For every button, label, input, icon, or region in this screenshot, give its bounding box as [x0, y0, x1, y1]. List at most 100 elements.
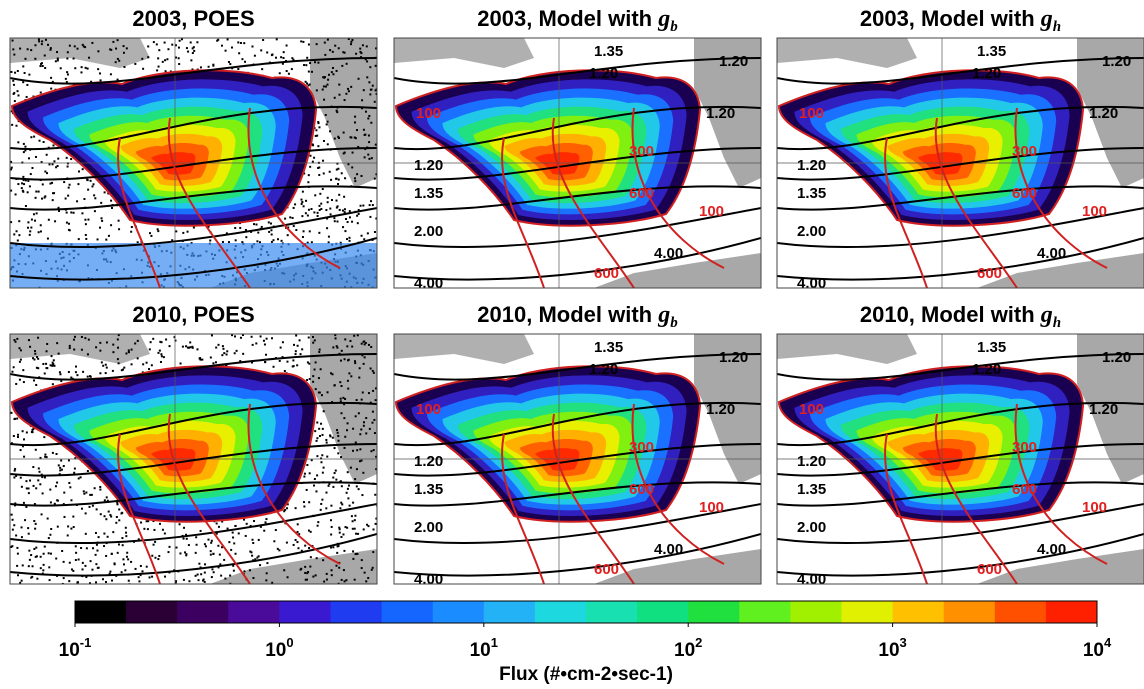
data-point	[28, 74, 30, 76]
data-point	[320, 368, 322, 370]
data-point	[366, 45, 368, 47]
data-point	[327, 39, 329, 41]
data-point	[305, 64, 307, 66]
data-point	[320, 503, 322, 505]
data-point	[243, 570, 245, 572]
data-point	[335, 565, 337, 567]
data-point	[370, 89, 372, 91]
data-point	[10, 412, 12, 414]
data-point	[236, 350, 238, 352]
data-point	[321, 454, 323, 456]
data-point	[151, 555, 153, 557]
data-point	[12, 529, 14, 531]
data-point	[123, 66, 125, 68]
data-point	[150, 341, 152, 343]
data-point	[23, 456, 25, 458]
contour-label: 100	[699, 499, 724, 516]
data-point	[292, 365, 294, 367]
data-point	[356, 449, 358, 451]
contour-label: 1.35	[797, 185, 826, 202]
data-point	[122, 369, 124, 371]
data-point	[146, 520, 148, 522]
data-point	[41, 43, 43, 45]
data-point	[348, 372, 350, 374]
data-point	[196, 41, 198, 43]
data-point	[344, 580, 346, 582]
data-point	[258, 555, 260, 557]
data-point	[164, 532, 166, 534]
data-point	[69, 562, 71, 564]
data-point	[126, 556, 128, 558]
data-point	[342, 397, 344, 399]
data-point	[279, 360, 281, 362]
data-point	[373, 372, 375, 374]
data-point	[321, 394, 323, 396]
data-point	[339, 532, 341, 534]
data-point	[30, 49, 32, 51]
data-point	[359, 433, 361, 435]
data-point	[107, 536, 109, 538]
data-point	[310, 531, 312, 533]
data-point	[355, 415, 357, 417]
data-point	[106, 341, 108, 343]
contour-label: 4.00	[1037, 541, 1066, 558]
data-point	[296, 364, 298, 366]
data-point	[354, 180, 356, 182]
data-point	[198, 579, 200, 581]
map-panel	[10, 334, 379, 586]
data-point	[360, 428, 362, 430]
data-point	[314, 194, 316, 196]
data-point	[322, 89, 324, 91]
data-point	[315, 361, 317, 363]
data-point	[190, 41, 192, 43]
data-point	[283, 569, 285, 571]
data-point	[322, 559, 324, 561]
data-point	[157, 558, 159, 560]
data-point	[82, 562, 84, 564]
data-point	[115, 522, 117, 524]
data-point	[328, 485, 330, 487]
data-point	[346, 345, 348, 347]
title-text: 2010, Model with	[860, 302, 1041, 327]
data-point	[85, 67, 87, 69]
data-point	[33, 379, 35, 381]
data-point	[320, 203, 322, 205]
contour-label: 300	[629, 439, 654, 456]
title-symbol: g	[1040, 6, 1053, 32]
data-point	[354, 362, 356, 364]
data-point	[326, 573, 328, 575]
data-point	[372, 551, 374, 553]
data-point	[350, 86, 352, 88]
data-point	[306, 83, 308, 85]
data-point	[157, 228, 159, 230]
data-point	[326, 456, 328, 458]
data-point	[336, 111, 338, 113]
data-point	[314, 61, 316, 63]
data-point	[152, 338, 154, 340]
data-point	[102, 365, 104, 367]
data-point	[85, 512, 87, 514]
data-point	[331, 199, 333, 201]
data-point	[25, 506, 27, 508]
colorbar-bin	[944, 601, 996, 623]
data-point	[310, 556, 312, 558]
colorbar-bin	[739, 601, 791, 623]
data-point	[75, 552, 77, 554]
data-point	[266, 51, 268, 53]
data-point	[365, 111, 367, 113]
data-point	[253, 223, 255, 225]
data-point	[33, 548, 35, 550]
data-point	[200, 66, 202, 68]
data-point	[366, 76, 368, 78]
data-point	[14, 470, 16, 472]
tick-base: 10	[1083, 640, 1104, 661]
data-point	[20, 477, 22, 479]
data-point	[13, 92, 15, 94]
contour-label: 4.00	[654, 245, 683, 262]
data-point	[309, 566, 311, 568]
data-point	[233, 542, 235, 544]
data-point	[345, 579, 347, 581]
data-point	[318, 428, 320, 430]
tick-exponent: 1	[491, 635, 498, 650]
data-point	[341, 579, 343, 581]
